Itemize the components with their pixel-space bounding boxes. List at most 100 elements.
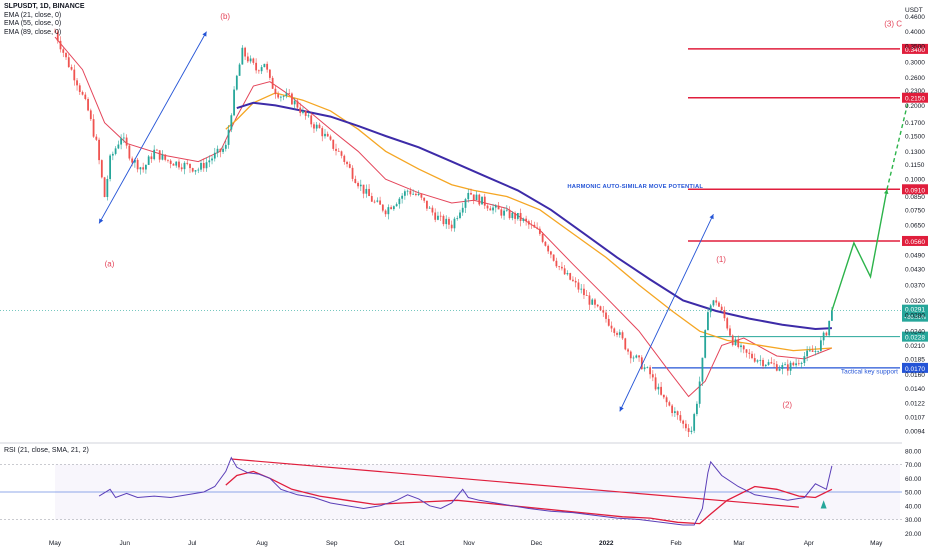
candle-body <box>373 201 376 203</box>
rsi-ma-line <box>225 470 833 525</box>
x-tick-label: Aug <box>256 540 268 547</box>
rsi-tick-label: 60.00 <box>905 476 922 483</box>
candle-body <box>357 182 359 187</box>
y-tick-label: 0.0107 <box>905 415 925 422</box>
candle-body <box>494 205 497 208</box>
candle-body <box>153 149 156 160</box>
candle-body <box>624 338 627 350</box>
candle-body <box>753 358 756 362</box>
candle-body <box>580 288 583 290</box>
candle-body <box>808 350 811 352</box>
rsi-tick-label: 80.00 <box>905 448 922 455</box>
candle-body <box>481 196 483 205</box>
candle-body <box>475 194 478 201</box>
candle-body <box>268 69 271 78</box>
currency-label: USDT <box>905 7 923 14</box>
candle-body <box>665 397 668 403</box>
trend-arrowhead <box>709 214 714 220</box>
candle-body <box>795 363 797 366</box>
candle-body <box>288 93 291 95</box>
candle-body <box>401 195 404 199</box>
wave-label: HARMONIC AUTO-SIMILAR MOVE POTENTIAL <box>567 184 703 190</box>
signal-triangle <box>820 500 827 509</box>
candle-body <box>156 149 158 151</box>
rsi-title: RSI (21, close, SMA, 21, 2) <box>4 447 89 454</box>
support-text: Tactical key support <box>841 368 898 375</box>
y-tick-label: 0.1000 <box>905 177 925 184</box>
indicator-ema55[interactable]: EMA (55, close, 0) <box>4 20 62 27</box>
candle-body <box>324 133 326 137</box>
candle-body <box>786 364 789 371</box>
candle-body <box>139 167 142 170</box>
wave-label: (b) <box>220 12 230 21</box>
price-label-box <box>902 331 928 342</box>
candle-body <box>62 49 65 53</box>
candle-body <box>629 351 632 359</box>
candle-body <box>792 362 795 366</box>
candle-body <box>472 194 475 201</box>
candle-body <box>420 193 423 198</box>
candle-body <box>668 402 671 406</box>
x-tick-label: Mar <box>733 540 745 547</box>
indicator-ema89[interactable]: EMA (89, close, 0) <box>4 28 62 36</box>
candle-body <box>726 318 729 329</box>
candle-body <box>687 428 690 432</box>
price-label: 0.0228 <box>905 335 925 342</box>
candle-body <box>285 93 288 97</box>
candle-body <box>673 411 676 414</box>
candle-body <box>211 158 213 161</box>
candle-body <box>448 218 450 225</box>
candle-body <box>172 163 175 166</box>
candle-body <box>748 352 751 354</box>
candle-body <box>704 330 707 358</box>
candle-body <box>164 154 167 160</box>
candle-body <box>822 332 825 341</box>
candle-body <box>340 151 343 156</box>
price-label: 0.3400 <box>905 47 925 54</box>
candle-body <box>690 430 693 432</box>
candle-body <box>257 70 260 72</box>
candle-body <box>745 349 748 353</box>
candle-body <box>263 63 266 68</box>
x-tick-label: Nov <box>463 540 475 547</box>
candle-body <box>583 288 585 296</box>
last-price-box <box>902 304 928 322</box>
candle-body <box>103 177 106 197</box>
candle-body <box>561 266 563 269</box>
ema55-line <box>225 92 832 352</box>
candle-body <box>742 345 745 350</box>
candle-body <box>194 170 197 172</box>
candle-body <box>76 80 78 86</box>
candle-body <box>712 300 715 306</box>
candle-body <box>415 193 417 196</box>
candle-body <box>376 200 379 202</box>
y-tick-label: 0.0122 <box>905 401 925 408</box>
candle-body <box>605 312 607 319</box>
candle-body <box>679 415 682 421</box>
trend-arrowhead <box>99 218 104 224</box>
x-tick-label: Dec <box>531 540 543 547</box>
candle-body <box>230 115 233 130</box>
candle-body <box>180 167 183 170</box>
candle-body <box>737 339 740 348</box>
candle-body <box>828 320 831 336</box>
y-tick-label: 0.0430 <box>905 267 925 274</box>
candle-body <box>596 304 599 307</box>
candle-body <box>577 282 580 290</box>
indicator-ema21[interactable]: EMA (21, close, 0) <box>4 11 62 19</box>
legend: SLPUSDT, 1D, BINANCE EMA (21, close, 0) … <box>4 3 85 37</box>
candle-body <box>618 332 621 335</box>
candle-body <box>806 350 809 357</box>
y-tick-label: 0.4600 <box>905 14 925 21</box>
candle-body <box>246 56 249 62</box>
candle-body <box>315 124 318 129</box>
candle-body <box>106 179 109 197</box>
candle-body <box>811 350 814 352</box>
candle-body <box>313 124 315 129</box>
candle-body <box>522 218 525 221</box>
candle-body <box>117 144 120 149</box>
candle-body <box>483 196 486 206</box>
projection-dashed <box>886 97 910 190</box>
